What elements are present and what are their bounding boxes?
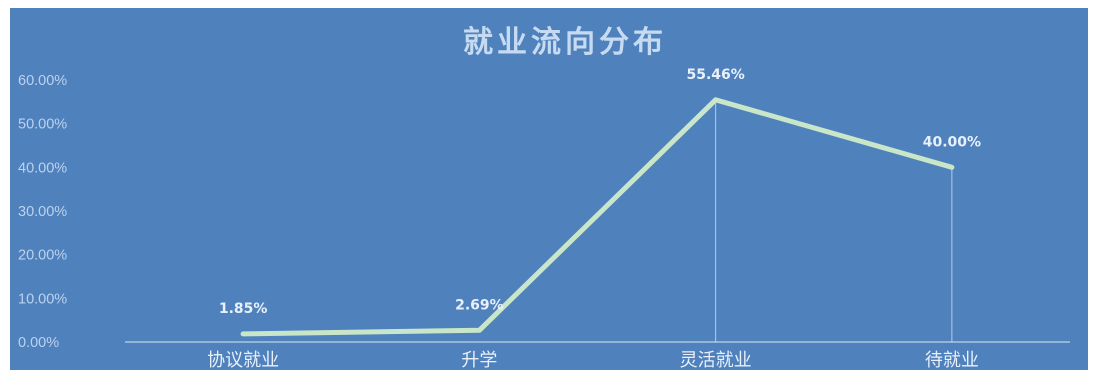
- data-label: 55.46%: [686, 67, 744, 83]
- y-tick-label: 10.00%: [18, 291, 67, 307]
- chart-title: 就业流向分布: [463, 25, 667, 60]
- y-tick-label: 40.00%: [18, 160, 67, 176]
- x-tick-label: 灵活就业: [680, 350, 752, 370]
- x-tick-label: 待就业: [925, 350, 979, 370]
- chart-panel: 就业流向分布 0.00% 10.00% 20.00% 30.00% 40.00% 50.0…: [10, 8, 1088, 370]
- y-tick-label: 0.00%: [18, 335, 59, 351]
- drop-lines: [715, 99, 953, 342]
- series-line: [240, 97, 955, 337]
- y-tick-label: 30.00%: [18, 204, 67, 220]
- x-tick-label: 升学: [461, 350, 497, 370]
- data-labels: 1.85% 2.69% 55.46% 40.00%: [219, 67, 981, 317]
- x-axis-ticks: 协议就业 升学 灵活就业 待就业: [207, 350, 979, 370]
- data-label: 2.69%: [455, 297, 504, 313]
- y-tick-label: 60.00%: [18, 73, 67, 89]
- data-label: 40.00%: [923, 134, 981, 150]
- line-chart: 就业流向分布 0.00% 10.00% 20.00% 30.00% 40.00% 50.0…: [18, 25, 1070, 370]
- data-label: 1.85%: [219, 301, 268, 317]
- y-axis-ticks: 0.00% 10.00% 20.00% 30.00% 40.00% 50.00% 60.00…: [18, 73, 67, 351]
- x-tick-label: 协议就业: [207, 350, 279, 370]
- y-tick-label: 20.00%: [18, 248, 67, 264]
- y-tick-label: 50.00%: [18, 117, 67, 133]
